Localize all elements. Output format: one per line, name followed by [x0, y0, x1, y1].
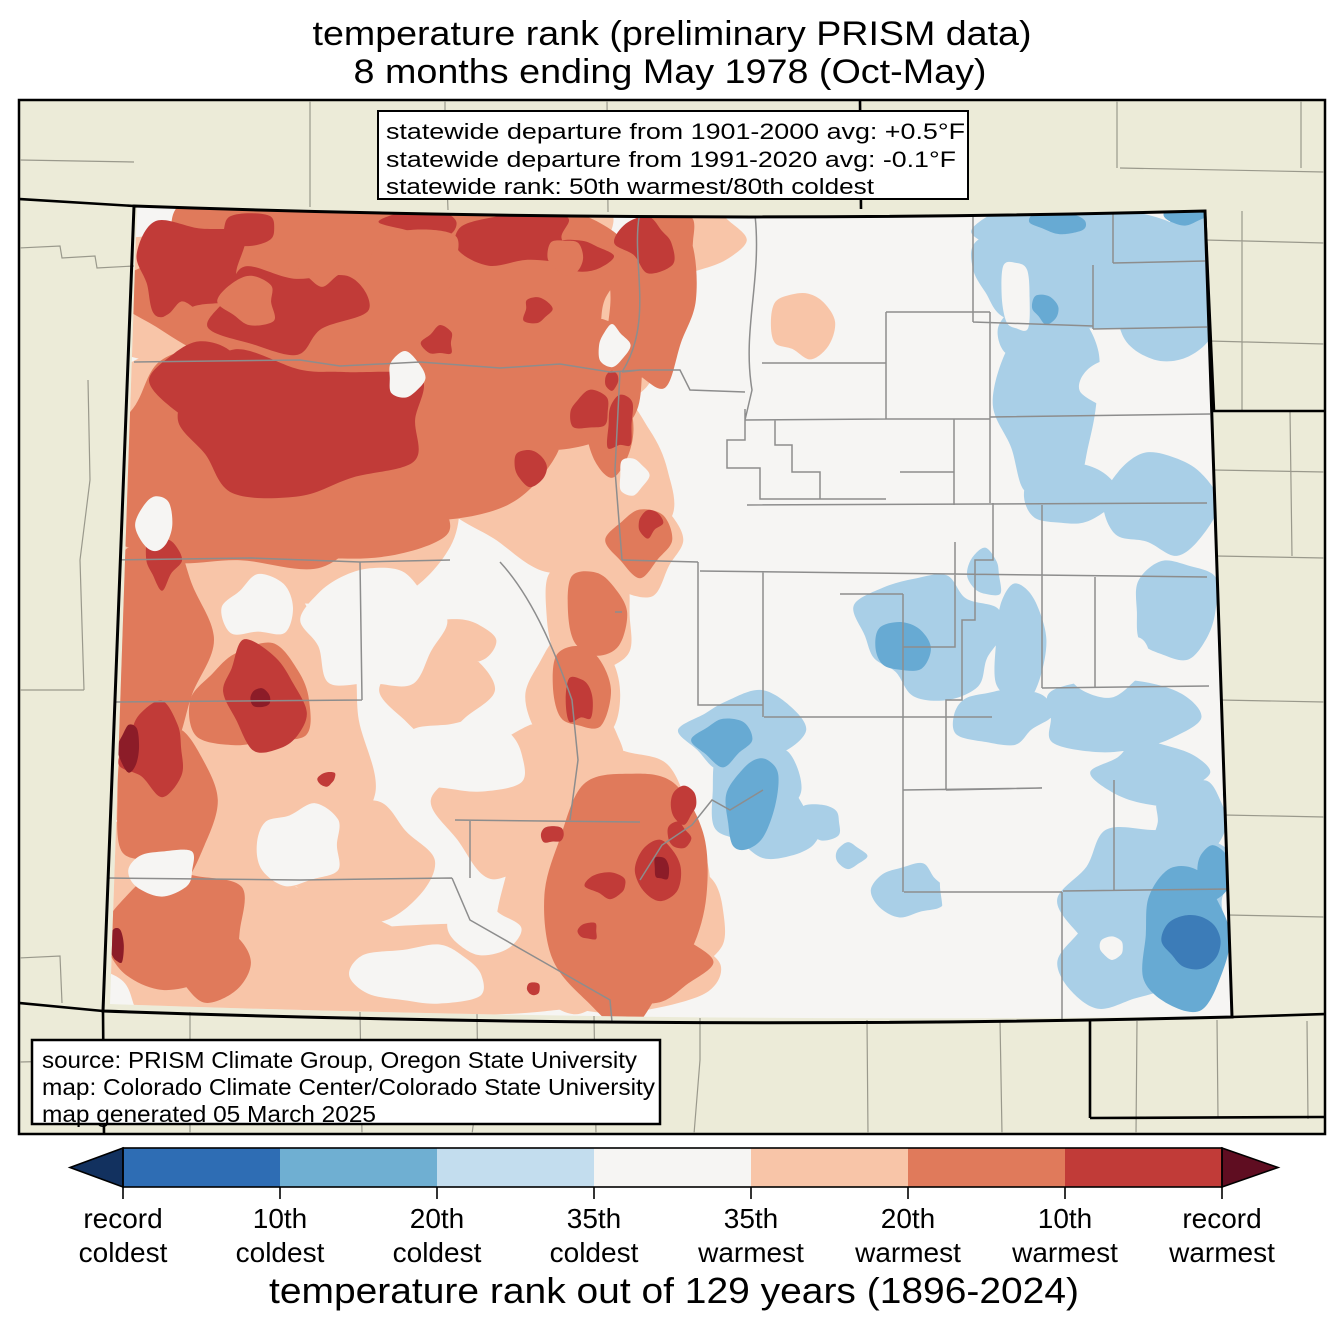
svg-text:coldest: coldest: [550, 1237, 639, 1268]
svg-text:35th: 35th: [567, 1203, 622, 1234]
svg-text:record: record: [1182, 1203, 1261, 1234]
svg-text:10th: 10th: [1038, 1203, 1093, 1234]
svg-text:coldest: coldest: [393, 1237, 482, 1268]
svg-text:warmest: warmest: [1168, 1237, 1275, 1268]
svg-text:coldest: coldest: [236, 1237, 325, 1268]
svg-text:statewide departure from 1991-: statewide departure from 1991-2020 avg: …: [386, 147, 956, 172]
svg-text:source: PRISM Climate Group, O: source: PRISM Climate Group, Oregon Stat…: [42, 1047, 638, 1073]
svg-text:warmest: warmest: [854, 1237, 961, 1268]
svg-text:coldest: coldest: [79, 1237, 168, 1268]
svg-text:35th: 35th: [724, 1203, 779, 1234]
svg-text:map: Colorado Climate Center/C: map: Colorado Climate Center/Colorado St…: [42, 1074, 656, 1100]
svg-text:temperature rank out of 129 ye: temperature rank out of 129 years (1896-…: [269, 1270, 1079, 1311]
svg-text:20th: 20th: [410, 1203, 465, 1234]
svg-text:warmest: warmest: [1011, 1237, 1118, 1268]
svg-text:statewide rank: 50th warmest/8: statewide rank: 50th warmest/80th coldes…: [386, 174, 874, 199]
svg-text:statewide departure from 1901-: statewide departure from 1901-2000 avg: …: [386, 119, 965, 144]
svg-text:10th: 10th: [253, 1203, 308, 1234]
svg-text:warmest: warmest: [697, 1237, 804, 1268]
svg-text:temperature rank (preliminary: temperature rank (preliminary PRISM data…: [313, 15, 1032, 53]
svg-text:map generated 05 March 2025: map generated 05 March 2025: [42, 1101, 376, 1127]
svg-text:20th: 20th: [881, 1203, 936, 1234]
svg-text:record: record: [83, 1203, 162, 1234]
svg-text:8 months ending May 1978 (Oct-: 8 months ending May 1978 (Oct-May): [354, 53, 987, 91]
